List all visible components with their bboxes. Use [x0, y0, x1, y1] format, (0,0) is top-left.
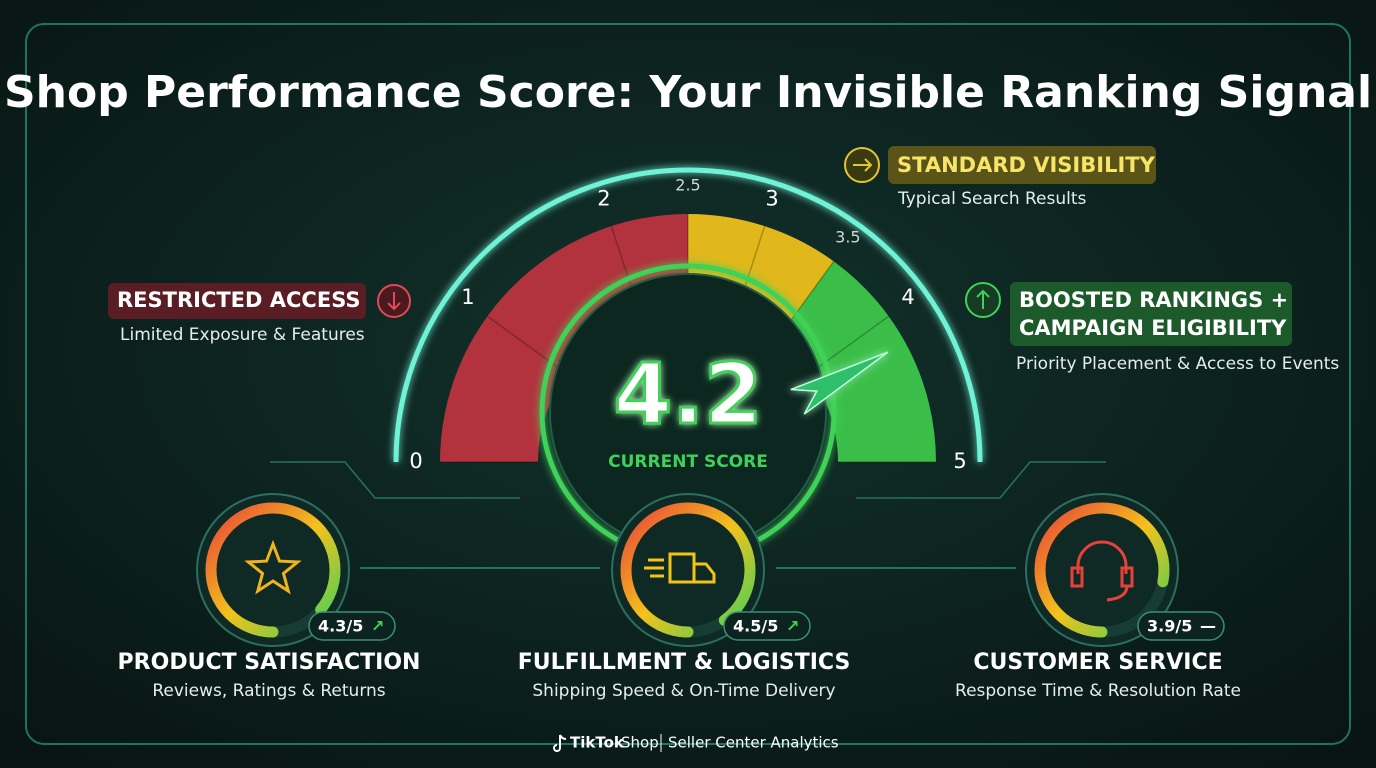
value-pill — [1137, 611, 1225, 641]
gauge: 0 1 2 2.5 3 3.5 4 5 4.2 CURRENT SCORE — [393, 167, 983, 561]
tier-subtitle: Priority Placement & Access to Events — [1016, 354, 1339, 374]
needle — [790, 351, 889, 415]
up-arrow — [976, 289, 990, 309]
badge — [888, 146, 1156, 184]
metric-disc — [1025, 493, 1179, 647]
metric-trend: ↗ — [371, 617, 384, 636]
metric-value: 4.3/5 — [318, 617, 363, 636]
metric-ring — [1034, 502, 1170, 638]
tick-label: 2 — [597, 186, 610, 210]
product: Shop — [621, 734, 659, 752]
brand-logo — [553, 734, 567, 752]
score: 4.2 — [614, 345, 763, 443]
frame — [25, 23, 1351, 745]
tier-restricted: RESTRICTED ACCESS Limited Exposure & Fea… — [108, 283, 411, 345]
tick-label: 0 — [409, 449, 422, 473]
value-pill — [723, 611, 811, 641]
headset-icon — [1070, 540, 1134, 602]
metric-disc — [196, 493, 350, 647]
score-label: CURRENT SCORE — [608, 452, 768, 472]
metric-value: 3.9/5 — [1147, 617, 1192, 636]
connector — [856, 461, 1106, 499]
tier-boosted: BOOSTED RANKINGS + CAMPAIGN ELIGIBILITY … — [965, 282, 1339, 374]
star-icon — [244, 539, 302, 595]
metric-subtitle: Reviews, Ratings & Returns — [152, 681, 385, 701]
zone — [776, 261, 936, 462]
tick-label: 3.5 — [835, 227, 860, 246]
tier-subtitle: Typical Search Results — [897, 189, 1087, 209]
connector — [270, 461, 520, 499]
metric-trend: ↗ — [786, 617, 799, 636]
badge — [1010, 282, 1292, 346]
truck-icon — [644, 552, 716, 584]
tick-label: 2.5 — [675, 176, 700, 195]
tick-label: 1 — [461, 285, 474, 309]
tier-title: CAMPAIGN ELIGIBILITY — [1019, 316, 1287, 340]
tick-mark — [486, 315, 568, 375]
metric-ring — [620, 502, 756, 638]
right-arrow — [853, 158, 873, 172]
tier-standard: STANDARD VISIBILITY Typical Search Resul… — [844, 146, 1156, 209]
metric-title: CUSTOMER SERVICE — [973, 650, 1222, 675]
metric-subtitle: Response Time & Resolution Rate — [955, 681, 1241, 701]
tier-subtitle: Limited Exposure & Features — [120, 325, 365, 345]
brand: TikTok — [570, 734, 625, 752]
tick-label: 3 — [765, 186, 778, 210]
down-arrow — [387, 292, 401, 311]
title: Shop Performance Score: Your Invisible R… — [4, 67, 1372, 118]
metric-subtitle: Shipping Speed & On-Time Delivery — [532, 681, 835, 701]
tier-title: RESTRICTED ACCESS — [117, 288, 361, 312]
badge — [108, 283, 366, 319]
footer: TikTok Shop Seller Center Analytics — [553, 734, 839, 752]
metric-title: FULFILLMENT & LOGISTICS — [518, 650, 851, 675]
value-pill — [308, 611, 396, 641]
caption: Seller Center Analytics — [668, 734, 839, 752]
metric-disc — [611, 493, 765, 647]
tier-title: STANDARD VISIBILITY — [897, 153, 1156, 177]
metrics: 4.3/5 ↗ PRODUCT SATISFACTION Reviews, Ratin… — [118, 493, 1241, 701]
metric-value: 4.5/5 — [733, 617, 778, 636]
tick-label: 5 — [953, 449, 966, 473]
tick-mark — [808, 315, 890, 375]
tick-label: 4 — [901, 285, 914, 309]
metric-ring — [205, 502, 341, 638]
metric-trend: — — [1200, 617, 1216, 636]
outer-ring — [393, 167, 983, 463]
metric-title: PRODUCT SATISFACTION — [118, 650, 421, 675]
tier-title: BOOSTED RANKINGS + — [1019, 288, 1288, 312]
